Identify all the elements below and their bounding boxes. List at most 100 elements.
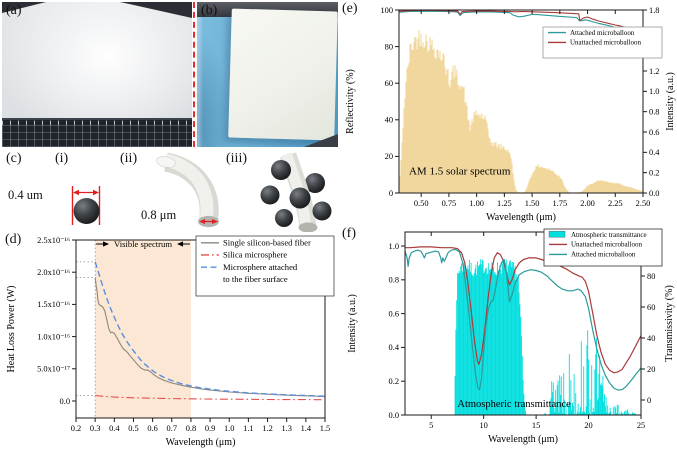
y-tick-label: 0.4 <box>389 343 400 352</box>
annotation: AM 1.5 solar spectrum <box>409 166 511 178</box>
x-tick-label: 1.4 <box>301 424 312 433</box>
y-tick-label: 60 <box>385 79 393 88</box>
region-arrow-head <box>103 241 110 247</box>
x-tick-label: 1.75 <box>552 199 567 208</box>
plot-frame <box>398 9 644 194</box>
panel-label-c-ii: (ii) <box>120 151 138 166</box>
x-tick-label: 0.75 <box>442 199 457 208</box>
arrowhead-right-icon <box>93 189 99 196</box>
y-tick-label: 0.8 <box>389 276 399 285</box>
series-attached-microballoon <box>404 248 642 391</box>
photo-a-dark-corner <box>2 2 46 13</box>
photo-a-dark-corner <box>120 2 192 18</box>
x-axis-title: Wavelength (μm) <box>486 212 556 223</box>
x-tick-label: 1.1 <box>243 424 253 433</box>
x-tick-label: 0.4 <box>109 424 120 433</box>
y2-tick-label: 40 <box>647 334 655 343</box>
legend-box <box>195 235 335 297</box>
legend-label: to the fiber surface <box>223 274 288 284</box>
white-film-sample <box>228 8 338 141</box>
x-tick-label: 1.5 <box>320 424 330 433</box>
x-tick-label: 1.3 <box>281 424 291 433</box>
y2-axis-title: Intensity (a.u.) <box>665 72 676 131</box>
y2-axis-title: Transmissivity (%) <box>664 285 675 362</box>
arrowhead-left-icon <box>199 219 205 224</box>
y-tick-label: 2.0x10⁻¹⁶ <box>37 268 70 277</box>
series-unattached-microballoon <box>405 246 642 374</box>
y2-tick-label: 60 <box>647 303 655 312</box>
panel-label-b: (b) <box>201 3 218 18</box>
legend-label: Attached microballoon <box>570 29 635 37</box>
panel-label-c-iii: (iii) <box>226 151 247 166</box>
fiber-with-microspheres-diagram <box>260 152 332 232</box>
schematic-fiber-microsphere <box>71 152 332 232</box>
y-tick-label: 2.5x10⁻¹⁶ <box>37 236 70 245</box>
chart-heat-loss-power: 0.2 0.3 0.4 0.5 0.6 0.7 0.8 0.9 1.0 1.1 1.2 1.3 1.4 1… <box>6 235 335 448</box>
chart-reflectivity-solar: 0.50 0.75 1.00 1.25 1.50 1.75 2.00 2.25 2.50 0 20 4… <box>345 6 676 223</box>
y-tick-label: 0.2 <box>389 377 399 386</box>
region-label: Visible spectrum <box>114 239 172 249</box>
silica-microsphere <box>73 198 100 224</box>
y2-tick-label: 0.4 <box>649 148 660 157</box>
y-tick-label: 40 <box>385 116 393 125</box>
photo-fabric-sample <box>2 2 192 147</box>
area-am-1-5-solar-spectrum <box>398 30 644 193</box>
y-axis-title: Heat Loss Power (W) <box>6 286 17 373</box>
plot-frame <box>404 231 642 416</box>
y2-tick-label: 0.8 <box>649 107 659 116</box>
x-tick-label: 2.50 <box>636 199 651 208</box>
x-tick-label: 0.7 <box>167 424 177 433</box>
y-axis-title: Intensity (a.u.) <box>347 294 358 353</box>
x-tick-label: 1.50 <box>525 199 540 208</box>
x-tick-label: 0.8 <box>186 424 196 433</box>
fiber-diagram <box>156 152 219 228</box>
chart-emissivity-atmospheric: 5101520250.00.20.40.60.81.0020406080100W… <box>347 228 675 445</box>
y2-tick-label: 1.8 <box>649 6 659 15</box>
x-tick-label: 20 <box>584 421 592 430</box>
y2-tick-label: 20 <box>647 365 655 374</box>
x-tick-label: 0.2 <box>71 424 81 433</box>
y2-tick-label: 1.2 <box>649 67 659 76</box>
x-tick-label: 10 <box>479 421 487 430</box>
y-tick-label: 0 <box>389 189 393 198</box>
x-tick-label: 2.25 <box>608 199 623 208</box>
shaded-region <box>95 240 191 418</box>
x-axis-title: Wavelength (μm) <box>166 437 236 448</box>
microsphere-diagram <box>71 186 101 225</box>
x-tick-label: 5 <box>429 421 433 430</box>
y-tick-label: 1.0 <box>389 242 399 251</box>
y2-tick-label: 0.2 <box>649 168 659 177</box>
series-microsphere-attached-to-the-fiber-surface <box>94 261 326 397</box>
photo-film-on-blue-cloth <box>197 2 338 147</box>
x-tick-label: 0.5 <box>128 424 138 433</box>
y2-tick-label: 1.0 <box>649 87 659 96</box>
x-tick-label: 15 <box>532 421 540 430</box>
y-axis-title: Reflectivity (%) <box>345 69 356 134</box>
region-arrow-head <box>177 241 184 247</box>
y-tick-label: 0.0 <box>389 411 399 420</box>
legend-label: Microsphere attached <box>223 262 298 272</box>
y-tick-label: 5.0x10⁻¹⁷ <box>37 365 70 374</box>
legend-label: Single silicon-based fiber <box>223 238 311 248</box>
y-tick-label: 1.5x10⁻¹⁶ <box>37 300 70 309</box>
x-tick-label: 0.50 <box>414 199 429 208</box>
ruler-markings <box>2 121 192 125</box>
legend-swatch-box <box>548 231 566 238</box>
x-tick-label: 0.6 <box>147 424 157 433</box>
photo-divider-dashed-line <box>193 2 195 147</box>
x-tick-label: 0.9 <box>205 424 215 433</box>
arrowhead-right-icon <box>212 219 218 224</box>
panel-label-d: (d) <box>5 232 22 247</box>
x-tick-label: 0.3 <box>90 424 100 433</box>
x-tick-label: 1.00 <box>469 199 484 208</box>
panel-label-f: (f) <box>342 226 356 241</box>
legend-label: Unattached microballoon <box>571 241 642 249</box>
y-tick-label: 0.6 <box>389 309 399 318</box>
y-tick-label: 80 <box>385 42 393 51</box>
y2-tick-label: 0 <box>647 396 651 405</box>
panel-label-c-i: (i) <box>55 151 69 166</box>
panel-label-a: (a) <box>6 3 22 18</box>
diameter-caption-sphere: 0.4 um <box>8 188 43 202</box>
series-single-silicon-based-fiber <box>94 277 326 398</box>
